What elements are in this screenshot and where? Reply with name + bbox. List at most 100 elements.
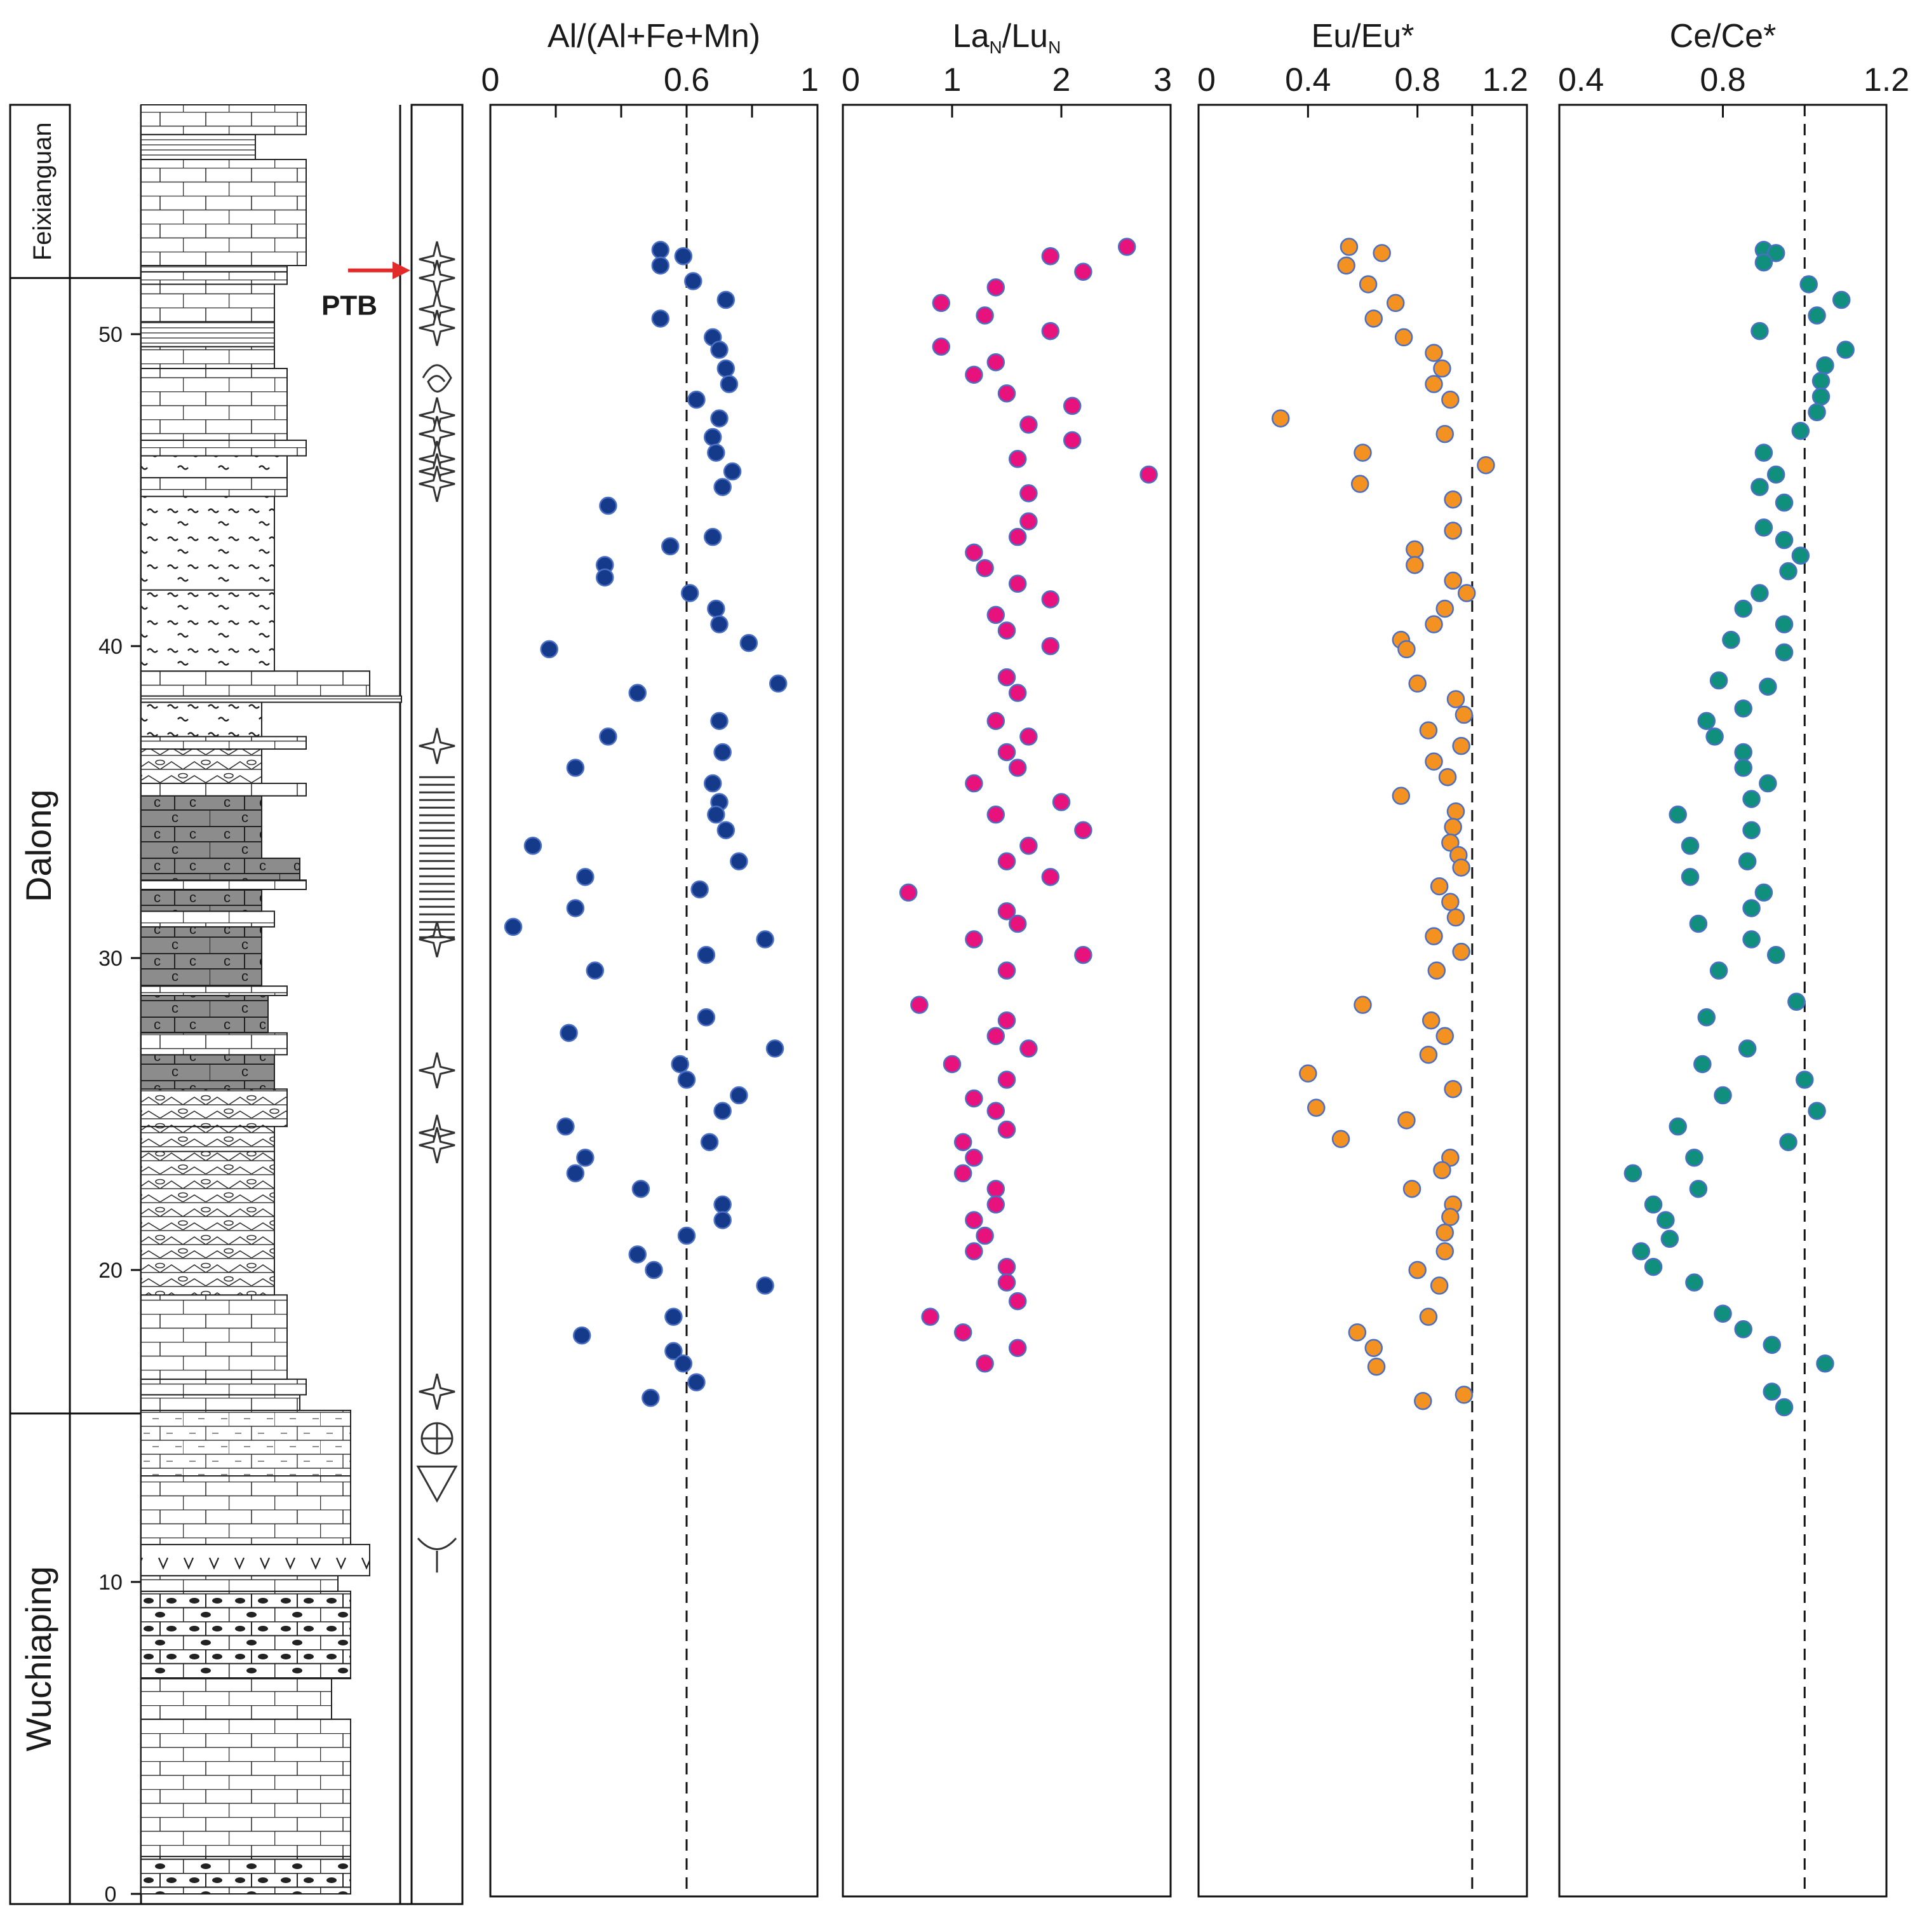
data-point: [1008, 574, 1027, 593]
data-point: [1455, 705, 1474, 724]
data-point: [576, 868, 595, 886]
data-point: [997, 384, 1016, 403]
lithology-bed: [140, 1032, 288, 1056]
lithology-bed: [140, 455, 288, 478]
data-point: [1441, 893, 1460, 911]
data-point: [1452, 942, 1470, 961]
data-point: [1019, 1039, 1038, 1058]
data-point: [986, 712, 1005, 731]
lithology-bed: [140, 1590, 351, 1680]
data-point: [769, 674, 788, 693]
data-point: [1811, 372, 1831, 390]
data-point: [1008, 450, 1027, 468]
depth-tick-label: 30: [98, 947, 123, 971]
x-tick-label: 0: [842, 62, 860, 98]
data-point: [1444, 490, 1462, 509]
data-point: [1714, 1304, 1732, 1323]
data-point: [1766, 244, 1785, 262]
data-point: [1397, 640, 1416, 659]
crinoid-icon-cross: [422, 1423, 452, 1454]
fossil-star-icon: [419, 727, 455, 764]
data-point: [560, 1023, 578, 1043]
lithology-bed: [140, 1088, 288, 1128]
fossil-star-icon: [419, 1052, 455, 1089]
data-point: [1402, 1180, 1421, 1198]
x-tick-label: 1.2: [1864, 62, 1909, 98]
lithology-bed: [140, 1575, 339, 1592]
data-point: [1008, 914, 1027, 933]
data-point: [1299, 1064, 1317, 1083]
lithology-bed: [140, 589, 275, 672]
lithology-bed: [140, 701, 262, 738]
data-point: [687, 390, 706, 409]
data-point: [1392, 787, 1411, 805]
data-point: [1397, 1111, 1416, 1130]
lithology-bed: [140, 439, 307, 457]
data-point: [1435, 1242, 1454, 1260]
data-point: [1019, 484, 1038, 503]
data-point: [976, 1226, 994, 1245]
lithology-bed: [140, 496, 275, 591]
panel-4: Ce/Ce* 0.4 0.8 1.2: [1558, 18, 1909, 1898]
data-point: [1419, 1307, 1438, 1326]
panel-frame: [1197, 104, 1528, 1898]
data-point: [1759, 677, 1777, 696]
data-point: [1414, 1391, 1432, 1410]
lithology-bed: [140, 1544, 370, 1577]
data-point: [1742, 899, 1761, 917]
data-point: [1632, 1242, 1650, 1260]
panel-frame: [1558, 104, 1888, 1898]
data-point: [1734, 599, 1752, 618]
data-point: [697, 1008, 716, 1027]
lithology-bed: [140, 888, 262, 912]
data-point: [1644, 1195, 1663, 1214]
data-point: [1063, 431, 1082, 450]
data-point: [684, 272, 702, 290]
lithology-bed: [140, 985, 288, 996]
panel-3: Eu/Eu* 0 0.4 0.8 1.2: [1197, 18, 1528, 1898]
data-point: [631, 1180, 650, 1198]
data-point: [1766, 465, 1785, 484]
depth-tick-label: 20: [98, 1259, 123, 1283]
data-point: [1364, 309, 1383, 328]
data-point: [713, 1211, 732, 1229]
data-point: [1435, 1223, 1454, 1242]
data-point: [680, 584, 699, 602]
data-point: [1775, 643, 1794, 662]
data-point: [1808, 306, 1826, 325]
data-point: [1272, 409, 1290, 428]
data-point: [953, 1133, 972, 1151]
lithology-bed: [140, 1856, 351, 1895]
data-point: [1435, 424, 1454, 443]
data-point: [997, 668, 1016, 687]
x-tick-label: 1: [943, 62, 962, 98]
data-point: [1742, 790, 1761, 808]
data-point: [1738, 852, 1757, 871]
data-point: [1685, 1148, 1704, 1167]
brachiopod-icon: [417, 1537, 457, 1573]
data-point: [628, 684, 647, 702]
data-point: [932, 294, 951, 313]
data-point: [1734, 699, 1752, 718]
data-point: [1354, 996, 1372, 1014]
panel-title: Eu/Eu*: [1312, 18, 1415, 55]
data-point: [1705, 727, 1724, 746]
lithology-bed: [140, 476, 288, 497]
data-point: [1452, 736, 1470, 755]
data-point: [1433, 359, 1451, 378]
lithology-bed: [140, 1126, 275, 1152]
data-point: [965, 1211, 983, 1229]
data-point: [986, 1027, 1005, 1045]
data-point: [1763, 1335, 1781, 1354]
data-point: [1041, 637, 1060, 656]
depth-tick-label: 0: [105, 1882, 117, 1907]
data-point: [707, 443, 725, 462]
fossil-star-icon: [419, 309, 455, 346]
data-point: [1714, 1086, 1732, 1105]
data-point: [700, 1133, 719, 1151]
data-point: [986, 1180, 1005, 1198]
data-point: [723, 462, 742, 481]
lithology-bed: [140, 368, 288, 441]
lithology-bed: [140, 159, 307, 266]
lithology-bed: [140, 795, 262, 859]
